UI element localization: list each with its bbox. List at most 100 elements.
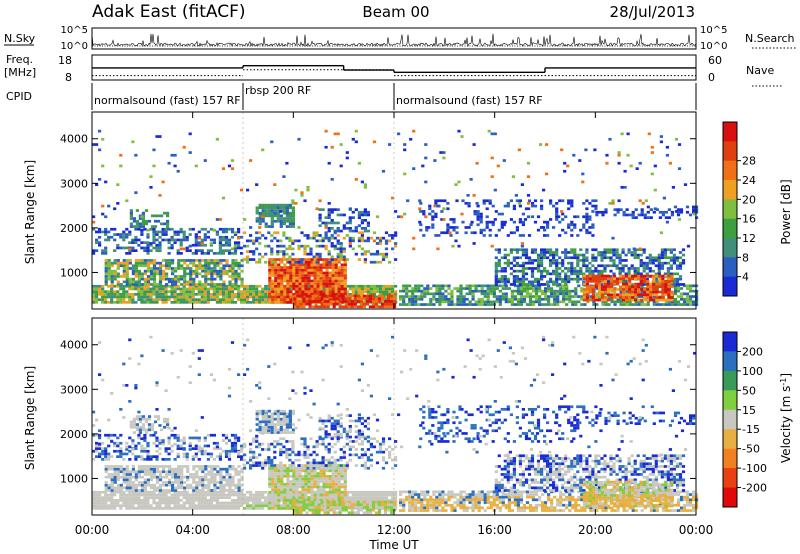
power-cell xyxy=(474,287,478,290)
power-cell xyxy=(246,295,250,299)
power-cell xyxy=(516,289,520,293)
velocity-cell xyxy=(378,496,383,499)
power-cell xyxy=(322,271,326,275)
power-cell xyxy=(556,284,560,288)
power-cell xyxy=(168,259,172,262)
power-cell xyxy=(509,251,513,254)
power-cell xyxy=(692,205,696,209)
power-cell xyxy=(594,204,598,208)
power-cell xyxy=(264,260,268,264)
power-cell xyxy=(162,264,166,268)
power-cell xyxy=(585,296,589,299)
power-cell xyxy=(243,295,247,299)
power-cell xyxy=(294,188,298,192)
power-cell xyxy=(243,287,247,291)
power-cell xyxy=(649,208,653,211)
power-cell xyxy=(492,300,496,304)
power-cell xyxy=(570,267,574,270)
power-cell xyxy=(625,298,629,302)
velocity-cell xyxy=(164,499,168,502)
power-cell xyxy=(467,226,471,229)
power-cell xyxy=(371,302,376,306)
velocity-cell xyxy=(143,467,147,471)
velocity-cell xyxy=(128,486,132,490)
power-cell xyxy=(334,276,338,280)
power-cell xyxy=(417,284,421,288)
power-cell xyxy=(227,290,232,293)
power-cell xyxy=(485,199,489,203)
velocity-cell xyxy=(125,483,129,487)
power-cell xyxy=(182,293,186,296)
power-cell xyxy=(559,292,563,296)
power-cell xyxy=(624,259,628,262)
power-cell xyxy=(252,293,256,296)
power-cell xyxy=(149,290,153,293)
velocity-cell xyxy=(119,465,123,468)
power-cell xyxy=(616,297,620,301)
power-cell xyxy=(92,295,96,299)
power-cell xyxy=(215,295,219,299)
power-cell xyxy=(336,221,340,225)
power-cell xyxy=(149,293,153,296)
power-cell xyxy=(625,277,629,281)
power-cell xyxy=(579,272,583,276)
power-cell xyxy=(348,219,352,222)
power-cell xyxy=(128,298,132,301)
power-cell xyxy=(375,284,380,288)
power-cell xyxy=(313,279,317,283)
power-cell xyxy=(432,295,436,298)
power-cell xyxy=(553,303,557,306)
power-cell xyxy=(274,282,278,285)
power-cell xyxy=(192,259,196,262)
power-cell xyxy=(679,208,684,211)
power-cell xyxy=(311,300,315,303)
power-cell xyxy=(173,241,177,244)
power-cell xyxy=(695,300,699,304)
power-cell xyxy=(622,285,626,289)
power-cell xyxy=(122,264,126,268)
power-cell xyxy=(678,261,683,265)
power-cell xyxy=(516,287,520,290)
velocity-cell xyxy=(345,499,349,502)
power-cell xyxy=(494,280,498,284)
power-cell xyxy=(113,207,117,211)
velocity-cell xyxy=(113,470,117,474)
power-cell xyxy=(555,207,559,211)
power-cell xyxy=(299,294,303,298)
power-cell xyxy=(606,277,611,281)
power-cell xyxy=(119,235,123,239)
power-cell xyxy=(363,250,367,253)
power-cell xyxy=(524,251,529,254)
power-cell xyxy=(669,267,673,270)
power-cell xyxy=(570,277,574,281)
power-cell xyxy=(540,283,544,286)
power-cell xyxy=(143,290,147,293)
velocity-cell xyxy=(125,481,129,484)
velocity-cell xyxy=(149,483,154,487)
velocity-cell xyxy=(92,496,96,499)
power-cell xyxy=(153,214,158,218)
power-cell xyxy=(563,161,567,165)
power-cell xyxy=(285,217,289,220)
power-cell xyxy=(660,253,664,257)
power-cell xyxy=(104,295,108,299)
power-cell xyxy=(622,213,626,217)
power-cell xyxy=(390,305,394,309)
power-cell xyxy=(667,277,671,281)
power-cell xyxy=(488,228,492,232)
velocity-cell xyxy=(134,478,138,482)
power-cell xyxy=(286,266,290,269)
power-cell xyxy=(556,297,560,301)
power-cell xyxy=(122,295,126,299)
power-cell xyxy=(322,293,326,296)
power-cell xyxy=(101,293,105,296)
power-cell xyxy=(660,248,664,252)
power-cell xyxy=(628,277,632,281)
power-cell xyxy=(640,282,644,286)
power-cell xyxy=(509,218,513,221)
power-cell xyxy=(291,202,295,205)
power-cell xyxy=(271,279,275,283)
power-cell xyxy=(158,284,162,288)
power-cell xyxy=(201,269,205,273)
